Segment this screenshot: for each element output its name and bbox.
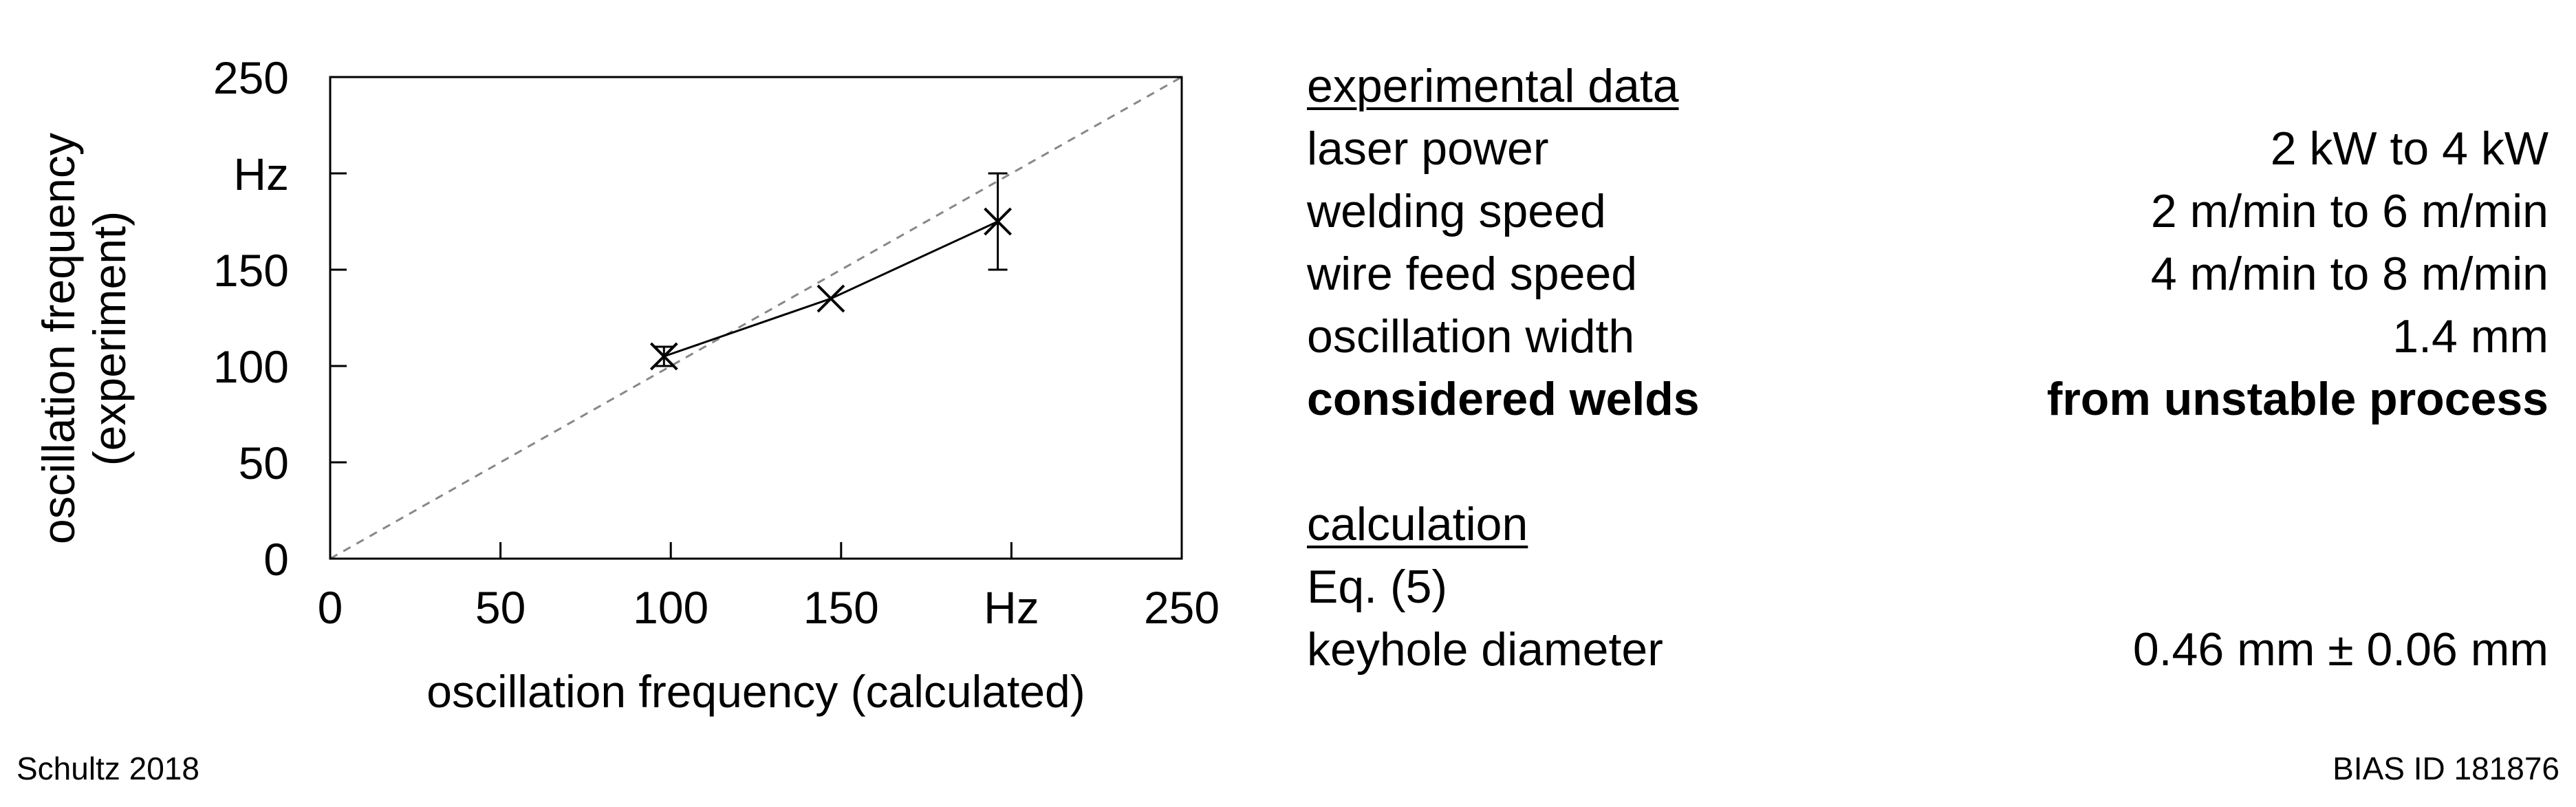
y-tick-label: 250 [213,52,289,103]
info-row: considered welds from unstable process [1307,368,2548,431]
y-tick-label: 100 [213,341,289,392]
y-tick-label: 0 [263,534,289,585]
series-line [663,220,999,358]
info-row-value: 2 m/min to 6 m/min [2150,185,2548,237]
y-axis-ticks: 0 50 100 150 Hz 250 [213,52,347,585]
info-row-value: 4 m/min to 8 m/min [2150,248,2548,300]
plot-frame [329,76,1183,560]
data-point [984,207,1013,236]
info-row: wire feed speed 4 m/min to 8 m/min [1307,243,2548,305]
info-row-label: considered welds [1307,373,1700,425]
data-point [816,284,845,313]
x-tick-label: 50 [475,582,526,633]
x-tick-label: Hz [984,582,1039,633]
reference-line [329,76,1182,560]
calculation-title: calculation [1307,498,1528,550]
x-tick-label: 0 [318,582,343,633]
info-row: keyhole diameter 0.46 mm ± 0.06 mm [1307,618,2548,681]
x-tick-label: 250 [1144,582,1220,633]
x-axis-label: oscillation frequency (calculated) [426,666,1085,717]
y-axis-label-line: oscillation frequency [33,133,84,544]
footer-id: BIAS ID 181876 [2333,751,2559,786]
y-tick-label: Hz [233,149,289,200]
data-point [649,342,678,371]
x-axis-ticks: 0 50 100 150 Hz 250 [318,542,1220,633]
y-axis-label: oscillation frequency(experiment) [33,133,135,544]
y-tick-label: 150 [213,245,289,296]
info-row-value: from unstable process [2046,373,2548,425]
info-row-label: keyhole diameter [1307,623,1663,676]
data-series [649,172,1013,371]
x-tick-label: 150 [803,582,879,633]
experimental-data-list: laser power 2 kW to 4 kW welding speed 2 m/… [1307,118,2548,431]
calculation-list: Eq. (5) keyhole diameter 0.46 mm ± 0.06 mm [1307,556,2548,681]
footer-source: Schultz 2018 [17,751,199,786]
info-row-label: welding speed [1307,185,1606,237]
info-row-value: 2 kW to 4 kW [2270,122,2548,175]
info-row: welding speed 2 m/min to 6 m/min [1307,180,2548,243]
info-row-value: 0.46 mm ± 0.06 mm [2132,623,2548,676]
info-row-label: oscillation width [1307,310,1635,363]
info-panel: experimental data laser power 2 kW to 4 k… [1307,55,2548,681]
info-row-label: Eq. (5) [1307,561,1448,613]
y-tick-label: 50 [239,438,289,488]
y-axis-label-line: (experiment) [84,211,135,466]
info-row: Eq. (5) [1307,556,2548,618]
section-spacer [1307,431,2548,493]
info-row: laser power 2 kW to 4 kW [1307,118,2548,180]
info-row-label: laser power [1307,122,1549,175]
experimental-data-title: experimental data [1307,60,1679,112]
info-row-label: wire feed speed [1307,248,1638,300]
info-row: oscillation width 1.4 mm [1307,305,2548,368]
chart: 0 50 100 150 Hz 250 0 50 100 150 Hz 250 oscillatio… [33,52,1220,717]
info-row-value: 1.4 mm [2392,310,2548,363]
x-tick-label: 100 [633,582,708,633]
